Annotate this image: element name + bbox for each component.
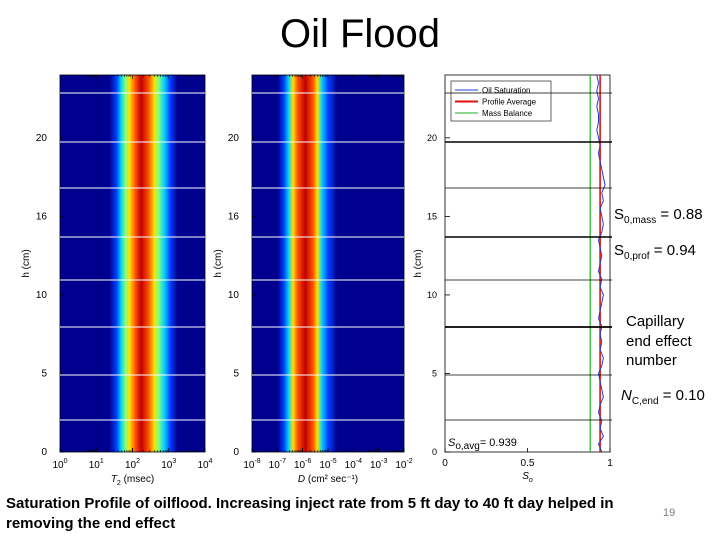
y-axis-label: h (cm): [413, 249, 424, 277]
s0-prof-annotation: S0,prof = 0.94: [614, 242, 696, 262]
y-tick-label: 0: [41, 447, 47, 458]
x-axis-label: D (cm² sec⁻¹): [298, 474, 358, 485]
s0-mass-annotation: S0,mass = 0.88: [614, 206, 703, 226]
t2-heatmap-panel: 0 5 10 16 20 100 101 102 103 104 h (cm) T2 (msec): [21, 74, 213, 487]
slice-lines: [60, 92, 612, 421]
x-tick-label: 10-6: [294, 458, 311, 471]
x-tick-label: 101: [89, 458, 104, 471]
x-tick-label: 103: [161, 458, 176, 471]
y-tick-label: 5: [41, 368, 47, 379]
y-tick-label: 10: [228, 290, 240, 301]
y-tick-label: 0: [432, 447, 437, 457]
y-tick-label: 5: [432, 368, 437, 378]
y-tick-label: 5: [233, 368, 239, 379]
so-avg-annotation: So,avg= 0.939: [448, 437, 517, 453]
y-axis-label: h (cm): [213, 249, 224, 277]
y-tick-label: 16: [36, 211, 48, 222]
y-tick-label: 15: [427, 211, 437, 221]
saturation-profile-panel: 0 5 10 15 20 0 0.5 1 h (cm) So Oil Saturation Profi…: [413, 74, 613, 484]
y-axis-label: h (cm): [21, 249, 32, 277]
y-tick-label: 10: [427, 290, 437, 300]
x-tick-label: 10-7: [269, 458, 286, 471]
y-tick-label: 10: [36, 290, 48, 301]
legend-entry: Mass Balance: [482, 109, 533, 118]
x-tick-label: 102: [125, 458, 140, 471]
x-tick-label: 10-2: [395, 458, 412, 471]
plot-frame: [444, 74, 611, 453]
oil-saturation-line: [596, 74, 606, 453]
y-tick-label: 20: [427, 133, 437, 143]
heatmap-image: [60, 75, 205, 452]
x-axis-label: T2 (msec): [111, 474, 154, 487]
x-tick-label: 0: [442, 458, 448, 469]
nc-end-annotation: NC,end = 0.10: [621, 387, 705, 407]
figure-caption: Saturation Profile of oilflood. Increasi…: [6, 495, 614, 533]
y-tick-label: 16: [228, 211, 240, 222]
x-tick-label: 10-4: [345, 458, 362, 471]
legend-entry: Profile Average: [482, 98, 537, 107]
slide-number: 19: [663, 507, 676, 519]
x-tick-label: 1: [607, 458, 613, 469]
x-tick-label: 0.5: [521, 458, 535, 469]
x-axis-label: So: [522, 471, 533, 484]
x-tick-label: 10-8: [243, 458, 260, 471]
x-tick-label: 100: [52, 458, 67, 471]
x-tick-label: 10-5: [319, 458, 336, 471]
y-tick-label: 20: [36, 133, 48, 144]
y-tick-label: 20: [228, 133, 240, 144]
x-tick-label: 10-3: [370, 458, 387, 471]
diffusion-heatmap-panel: 0 5 10 16 20 10-8 10-7 10-6 10-5 10-4 10-3 10-2 h (c…: [213, 74, 413, 485]
y-tick-label: 0: [233, 447, 239, 458]
capillary-label: Capillary end effect number: [626, 313, 692, 369]
x-tick-label: 104: [197, 458, 212, 471]
legend-entry: Oil Saturation: [482, 86, 530, 95]
legend: Oil Saturation Profile Average Mass Balanc…: [450, 80, 552, 122]
heatmap-image: [252, 75, 404, 452]
slide-title: Oil Flood: [279, 12, 441, 56]
